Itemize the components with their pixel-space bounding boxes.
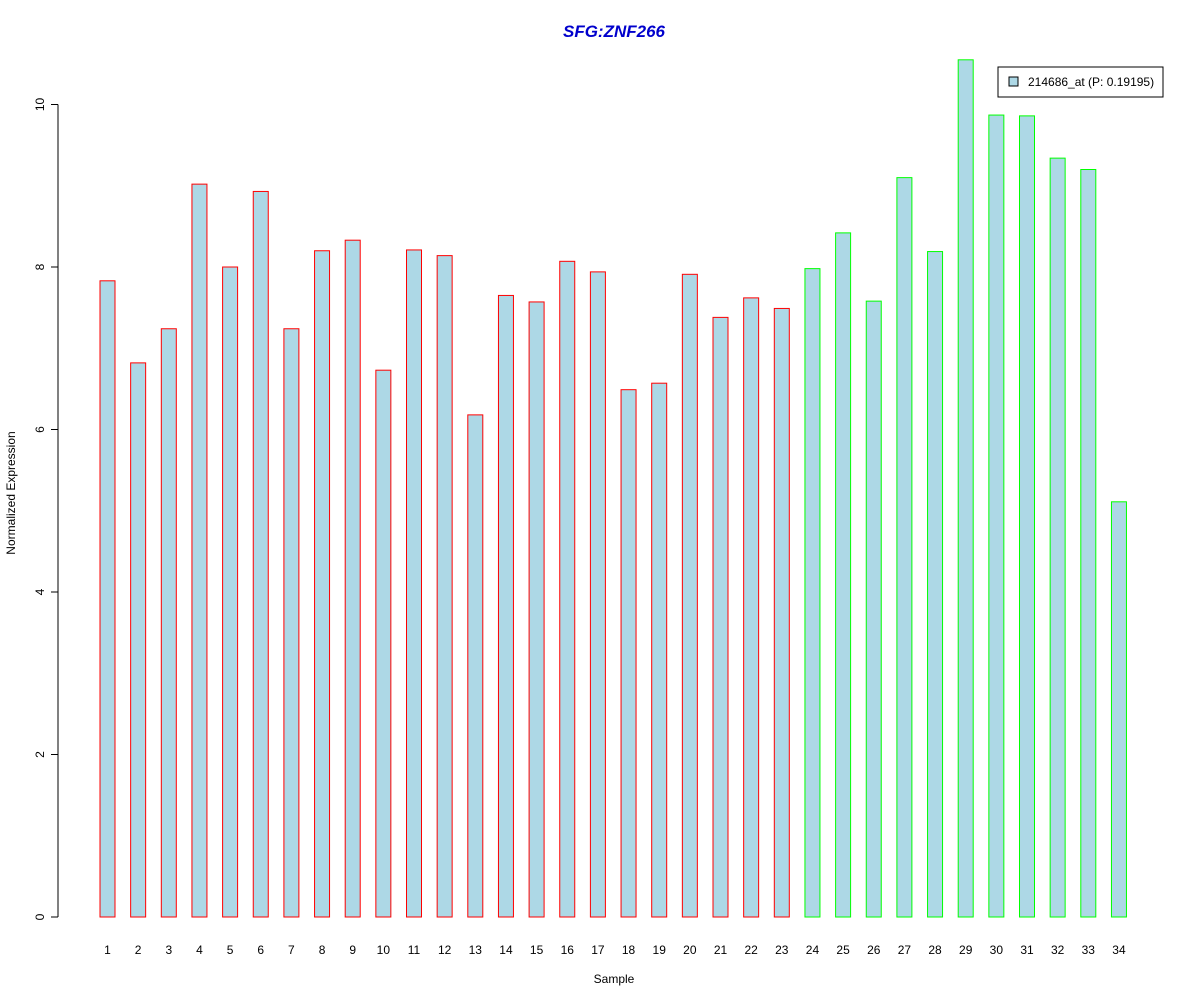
x-tick-label: 8 <box>319 943 326 957</box>
x-tick-label: 10 <box>377 943 391 957</box>
x-tick-label: 17 <box>591 943 605 957</box>
bar <box>375 369 392 918</box>
bar <box>528 301 545 918</box>
bar <box>344 239 361 918</box>
x-tick-label: 31 <box>1020 943 1034 957</box>
x-axis-label: Sample <box>594 972 635 986</box>
x-tick-label: 16 <box>561 943 575 957</box>
legend-label: 214686_at (P: 0.19195) <box>1028 75 1154 89</box>
legend: 214686_at (P: 0.19195) <box>997 66 1164 98</box>
x-tick-label: 6 <box>257 943 264 957</box>
bar <box>130 362 147 918</box>
x-tick-label: 19 <box>653 943 667 957</box>
bar <box>865 300 882 918</box>
bar <box>1080 169 1097 918</box>
bars <box>99 59 1127 918</box>
bar <box>681 273 698 918</box>
x-tick-label: 3 <box>165 943 172 957</box>
bar <box>651 382 668 918</box>
x-tick-label: 26 <box>867 943 881 957</box>
x-tick-label: 22 <box>744 943 758 957</box>
bar <box>927 251 944 918</box>
x-tick-label: 28 <box>928 943 942 957</box>
x-tick-label: 13 <box>469 943 483 957</box>
bar <box>1110 501 1127 918</box>
x-tick-label: 23 <box>775 943 789 957</box>
bar <box>957 59 974 918</box>
y-tick-label: 8 <box>33 263 47 270</box>
bar <box>436 255 453 918</box>
legend-box <box>997 66 1164 98</box>
x-tick-label: 20 <box>683 943 697 957</box>
y-tick-label: 0 <box>33 913 47 920</box>
x-tick-label: 33 <box>1082 943 1096 957</box>
x-tick-label: 34 <box>1112 943 1126 957</box>
bar <box>252 190 269 918</box>
y-tick-label: 10 <box>33 98 47 112</box>
bar <box>191 183 208 918</box>
bar <box>160 328 177 918</box>
x-tick-label: 29 <box>959 943 973 957</box>
x-tick-label: 14 <box>499 943 513 957</box>
x-tick-label: 21 <box>714 943 728 957</box>
x-tick-label: 32 <box>1051 943 1065 957</box>
x-tick-label: 12 <box>438 943 452 957</box>
bar <box>497 294 514 918</box>
x-tick-label: 11 <box>408 943 421 957</box>
legend-swatch <box>1008 76 1019 87</box>
chart-title: SFG:ZNF266 <box>563 22 666 41</box>
bar <box>835 232 852 918</box>
x-tick-label: 4 <box>196 943 203 957</box>
bar <box>620 389 637 918</box>
x-tick-label: 18 <box>622 943 636 957</box>
x-tick-label: 25 <box>836 943 850 957</box>
bar <box>99 280 116 918</box>
bar <box>896 177 913 918</box>
bar <box>804 268 821 918</box>
bar <box>222 266 239 918</box>
bar <box>712 316 729 918</box>
y-axis: 0 2 4 6 8 10 <box>33 98 59 920</box>
x-tick-label: 30 <box>990 943 1004 957</box>
x-tick-label: 24 <box>806 943 820 957</box>
bar <box>406 249 422 918</box>
bar <box>988 114 1005 918</box>
x-tick-label: 9 <box>349 943 356 957</box>
bar <box>773 307 790 918</box>
y-tick-label: 2 <box>33 751 47 758</box>
x-tick-label: 1 <box>104 943 111 957</box>
bar <box>1019 115 1035 918</box>
bar <box>589 271 606 918</box>
bar <box>283 328 300 918</box>
bar <box>559 260 576 918</box>
x-tick-label: 15 <box>530 943 544 957</box>
y-axis-label: Normalized Expression <box>4 431 18 554</box>
bar <box>1049 157 1066 918</box>
y-tick-label: 6 <box>33 426 47 433</box>
bar <box>314 250 331 918</box>
x-tick-label: 27 <box>898 943 912 957</box>
x-tick-label: 2 <box>135 943 142 957</box>
x-axis-ticks: 1 2 3 4 5 6 7 8 9 10 11 12 13 14 15 16 17 18 19 20 21 22 23 24 2… <box>104 943 1126 957</box>
bar <box>743 297 760 918</box>
bar <box>467 414 484 918</box>
y-tick-label: 4 <box>33 588 47 595</box>
x-tick-label: 7 <box>288 943 295 957</box>
x-tick-label: 5 <box>227 943 234 957</box>
